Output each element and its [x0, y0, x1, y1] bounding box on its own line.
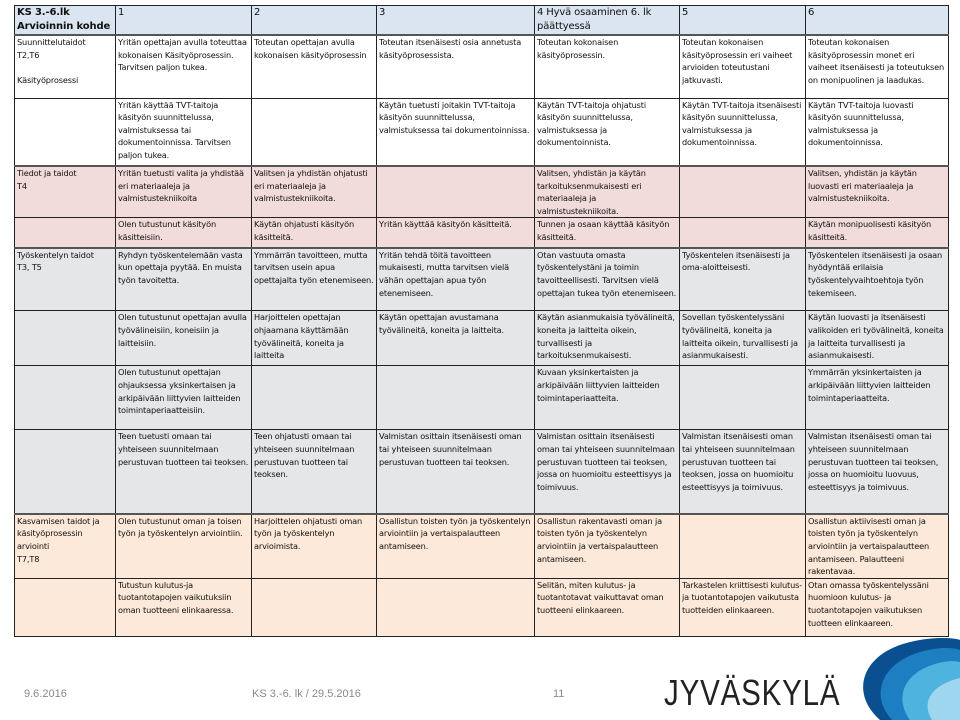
header-level-6: 6: [805, 5, 949, 36]
level-6-cell: Työskentelen itsenäisesti ja osaan hyödy…: [805, 246, 949, 312]
level-2-cell: Teen ohjatusti omaan tai yhteiseen suunn…: [251, 429, 377, 515]
table-row: Työskentelyn taidot T3, T5 Ryhdyn työsken…: [14, 246, 949, 312]
level-2-cell: Käytän ohjatusti käsityön käsitteitä.: [251, 217, 377, 249]
level-2-cell: Ymmärrän tavoitteen, mutta tarvitsen use…: [251, 246, 377, 312]
level-1-cell: Olen tutustunut opettajan ohjauksessa yk…: [115, 365, 252, 431]
level-2-cell: Harjoittelen ohjatusti oman työn ja työs…: [251, 512, 377, 579]
level-3-cell: [376, 365, 535, 431]
criteria-cell: [14, 217, 116, 249]
level-2-cell: [251, 97, 377, 167]
level-4-cell: Otan vastuuta omasta työskentelystäni ja…: [534, 246, 680, 312]
level-4-cell: Tunnen ja osaan käyttää käsityön käsitte…: [534, 217, 680, 249]
header-level-2: 2: [251, 5, 377, 36]
level-6-cell: Ymmärrän yksinkertaisten ja arkipäivään …: [805, 365, 949, 431]
level-1-cell: Ryhdyn työskentelemään vasta kun opettaj…: [115, 246, 252, 312]
header-level-1: 1: [115, 5, 252, 36]
level-3-cell: Valmistan osittain itsenäisesti oman tai…: [376, 429, 535, 515]
level-4-cell: Osallistun rakentavasti oman ja toisten …: [534, 512, 680, 579]
criteria-cell: [14, 577, 116, 637]
level-6-cell: Käytän luovasti ja itsenäisesti valikoid…: [805, 310, 949, 367]
level-2-cell: Valitsen ja yhdistän ohjatusti eri mater…: [251, 165, 377, 219]
jyvaskyla-logo-swirl-icon: [863, 638, 960, 720]
criteria-cell: Tiedot ja taidot T4: [14, 165, 116, 219]
table-row: Suunnittelutaidot T2,T6 Käsityöprosessi Y…: [14, 34, 949, 99]
level-3-cell: Yritän tehdä töitä tavoitteen mukaisesti…: [376, 246, 535, 312]
level-3-cell: Yritän käyttää käsityön käsitteitä.: [376, 217, 535, 249]
level-6-cell: Toteutan kokonaisen käsityöprosessin mon…: [805, 34, 949, 99]
level-1-cell: Yritän opettajan avulla toteuttaa kokona…: [115, 34, 252, 99]
level-5-cell: [679, 512, 806, 579]
header-criteria: KS 3.-6.lk Arvioinnin kohde: [14, 5, 116, 36]
level-1-cell: Yritän tuetusti valita ja yhdistää eri m…: [115, 165, 252, 219]
level-3-cell: [376, 165, 535, 219]
level-2-cell: Toteutan opettajan avulla kokonaisen käs…: [251, 34, 377, 99]
header-row: KS 3.-6.lk Arvioinnin kohde 1 2 3 4 Hyvä osa…: [14, 5, 949, 36]
criteria-cell: [14, 429, 116, 515]
footer-title: KS 3.-6. lk / 29.5.2016: [252, 688, 361, 700]
level-4-cell: Käytän TVT-taitoja ohjatusti käsityön su…: [534, 97, 680, 167]
footer-date: 9.6.2016: [24, 688, 67, 700]
criteria-cell: Suunnittelutaidot T2,T6 Käsityöprosessi: [14, 34, 116, 99]
level-4-cell: Käytän asianmukaisia työvälineitä, konei…: [534, 310, 680, 367]
level-3-cell: [376, 577, 535, 637]
level-1-cell: Olen tutustunut opettajan avulla työväli…: [115, 310, 252, 367]
level-4-cell: Selitän, miten kulutus- ja tuotantotavat…: [534, 577, 680, 637]
level-2-cell: [251, 365, 377, 431]
level-1-cell: Yritän käyttää TVT-taitoja käsityön suun…: [115, 97, 252, 167]
level-6-cell: Valmistan itsenäisesti oman tai yhteisee…: [805, 429, 949, 515]
level-5-cell: [679, 165, 806, 219]
table-row: Olen tutustunut opettajan avulla työväli…: [14, 310, 949, 367]
criteria-cell: [14, 365, 116, 431]
level-1-cell: Tutustun kulutus-ja tuotantotapojen vaik…: [115, 577, 252, 637]
level-5-cell: Tarkastelen kriittisesti kulutus- ja tuo…: [679, 577, 806, 637]
level-3-cell: Osallistun toisten työn ja työskentelyn …: [376, 512, 535, 579]
level-6-cell: Otan omassa työskentelyssäni huomioon ku…: [805, 577, 949, 637]
level-2-cell: [251, 577, 377, 637]
table-row: Olen tutustunut opettajan ohjauksessa yk…: [14, 365, 949, 431]
jyvaskyla-logo-text: JYVÄSKYLÄ: [664, 672, 841, 713]
level-5-cell: Valmistan itsenäisesti oman tai yhteisee…: [679, 429, 806, 515]
level-6-cell: Valitsen, yhdistän ja käytän luovasti er…: [805, 165, 949, 219]
level-5-cell: Sovellan työskentelyssäni työvälineitä, …: [679, 310, 806, 367]
level-3-cell: Käytän tuetusti joitakin TVT-taitoja käs…: [376, 97, 535, 167]
table-row: Teen tuetusti omaan tai yhteiseen suunni…: [14, 429, 949, 515]
header-level-4: 4 Hyvä osaaminen 6. lk päättyessä: [534, 5, 680, 36]
level-6-cell: Osallistun aktiivisesti oman ja toisten …: [805, 512, 949, 579]
level-6-cell: Käytän TVT-taitoja luovasti käsityön suu…: [805, 97, 949, 167]
level-3-cell: Käytän opettajan avustamana työvälineitä…: [376, 310, 535, 367]
level-5-cell: Käytän TVT-taitoja itsenäisesti käsityön…: [679, 97, 806, 167]
level-1-cell: Teen tuetusti omaan tai yhteiseen suunni…: [115, 429, 252, 515]
level-5-cell: Toteutan kokonaisen käsityöprosessin eri…: [679, 34, 806, 99]
level-4-cell: Kuvaan yksinkertaisten ja arkipäivään li…: [534, 365, 680, 431]
level-2-cell: Harjoittelen opettajan ohjaamana käyttäm…: [251, 310, 377, 367]
level-5-cell: [679, 365, 806, 431]
level-4-cell: Toteutan kokonaisen käsityöprosessin.: [534, 34, 680, 99]
table-row: Kasvamisen taidot ja käsityöprosessin ar…: [14, 512, 949, 579]
table-row: Yritän käyttää TVT-taitoja käsityön suun…: [14, 97, 949, 167]
criteria-cell: Kasvamisen taidot ja käsityöprosessin ar…: [14, 512, 116, 579]
level-4-cell: Valitsen, yhdistän ja käytän tarkoitukse…: [534, 165, 680, 219]
level-5-cell: [679, 217, 806, 249]
table-row: Olen tutustunut käsityön käsitteisiin. Kä…: [14, 217, 949, 249]
header-level-5: 5: [679, 5, 806, 36]
level-3-cell: Toteutan itsenäisesti osia annetusta käs…: [376, 34, 535, 99]
level-5-cell: Työskentelen itsenäisesti ja oma-aloitte…: [679, 246, 806, 312]
page-number: 11: [553, 688, 565, 700]
criteria-cell: Työskentelyn taidot T3, T5: [14, 246, 116, 312]
table-row: Tutustun kulutus-ja tuotantotapojen vaik…: [14, 577, 949, 637]
level-4-cell: Valmistan osittain itsenäisesti oman tai…: [534, 429, 680, 515]
assessment-table: KS 3.-6.lk Arvioinnin kohde 1 2 3 4 Hyvä osa…: [14, 5, 949, 637]
criteria-cell: [14, 310, 116, 367]
level-1-cell: Olen tutustunut käsityön käsitteisiin.: [115, 217, 252, 249]
table-row: Tiedot ja taidot T4 Yritän tuetusti valit…: [14, 165, 949, 219]
level-6-cell: Käytän monipuolisesti käsityön käsitteit…: [805, 217, 949, 249]
level-1-cell: Olen tutustunut oman ja toisen työn ja t…: [115, 512, 252, 579]
header-level-3: 3: [376, 5, 535, 36]
criteria-cell: [14, 97, 116, 167]
